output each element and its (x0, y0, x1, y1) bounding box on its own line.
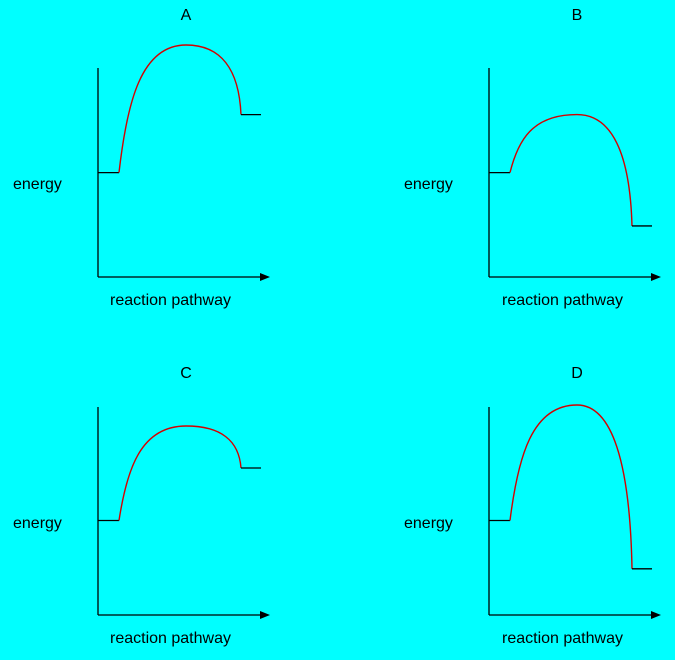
panel-a: A energy reaction pathway (13, 7, 270, 309)
panel-b-energy-curve (509, 113, 633, 226)
panel-d-energy-label: energy (404, 515, 453, 532)
panel-c-label: C (180, 365, 192, 382)
panel-a-label: A (181, 7, 192, 24)
panel-d-energy-curve (509, 404, 633, 569)
panel-d-x-axis-arrow-icon (651, 611, 661, 619)
panel-b-label: B (572, 7, 583, 24)
panel-b-energy-label: energy (404, 176, 453, 193)
panel-c: C energy reaction pathway (13, 365, 270, 647)
panel-a-energy-curve (118, 44, 242, 173)
panel-b: B energy reaction pathway (404, 7, 661, 309)
panel-c-energy-curve (118, 425, 242, 521)
panel-a-energy-label: energy (13, 176, 62, 193)
panel-a-pathway-label: reaction pathway (110, 292, 231, 309)
panel-c-energy-label: energy (13, 515, 62, 532)
panel-b-x-axis-arrow-icon (651, 273, 661, 281)
panel-c-pathway-label: reaction pathway (110, 630, 231, 647)
panel-a-x-axis-arrow-icon (260, 273, 270, 281)
panel-d: D energy reaction pathway (404, 365, 661, 647)
panel-d-label: D (571, 365, 583, 382)
panel-c-x-axis-arrow-icon (260, 611, 270, 619)
panel-d-pathway-label: reaction pathway (502, 630, 623, 647)
panel-b-pathway-label: reaction pathway (502, 292, 623, 309)
